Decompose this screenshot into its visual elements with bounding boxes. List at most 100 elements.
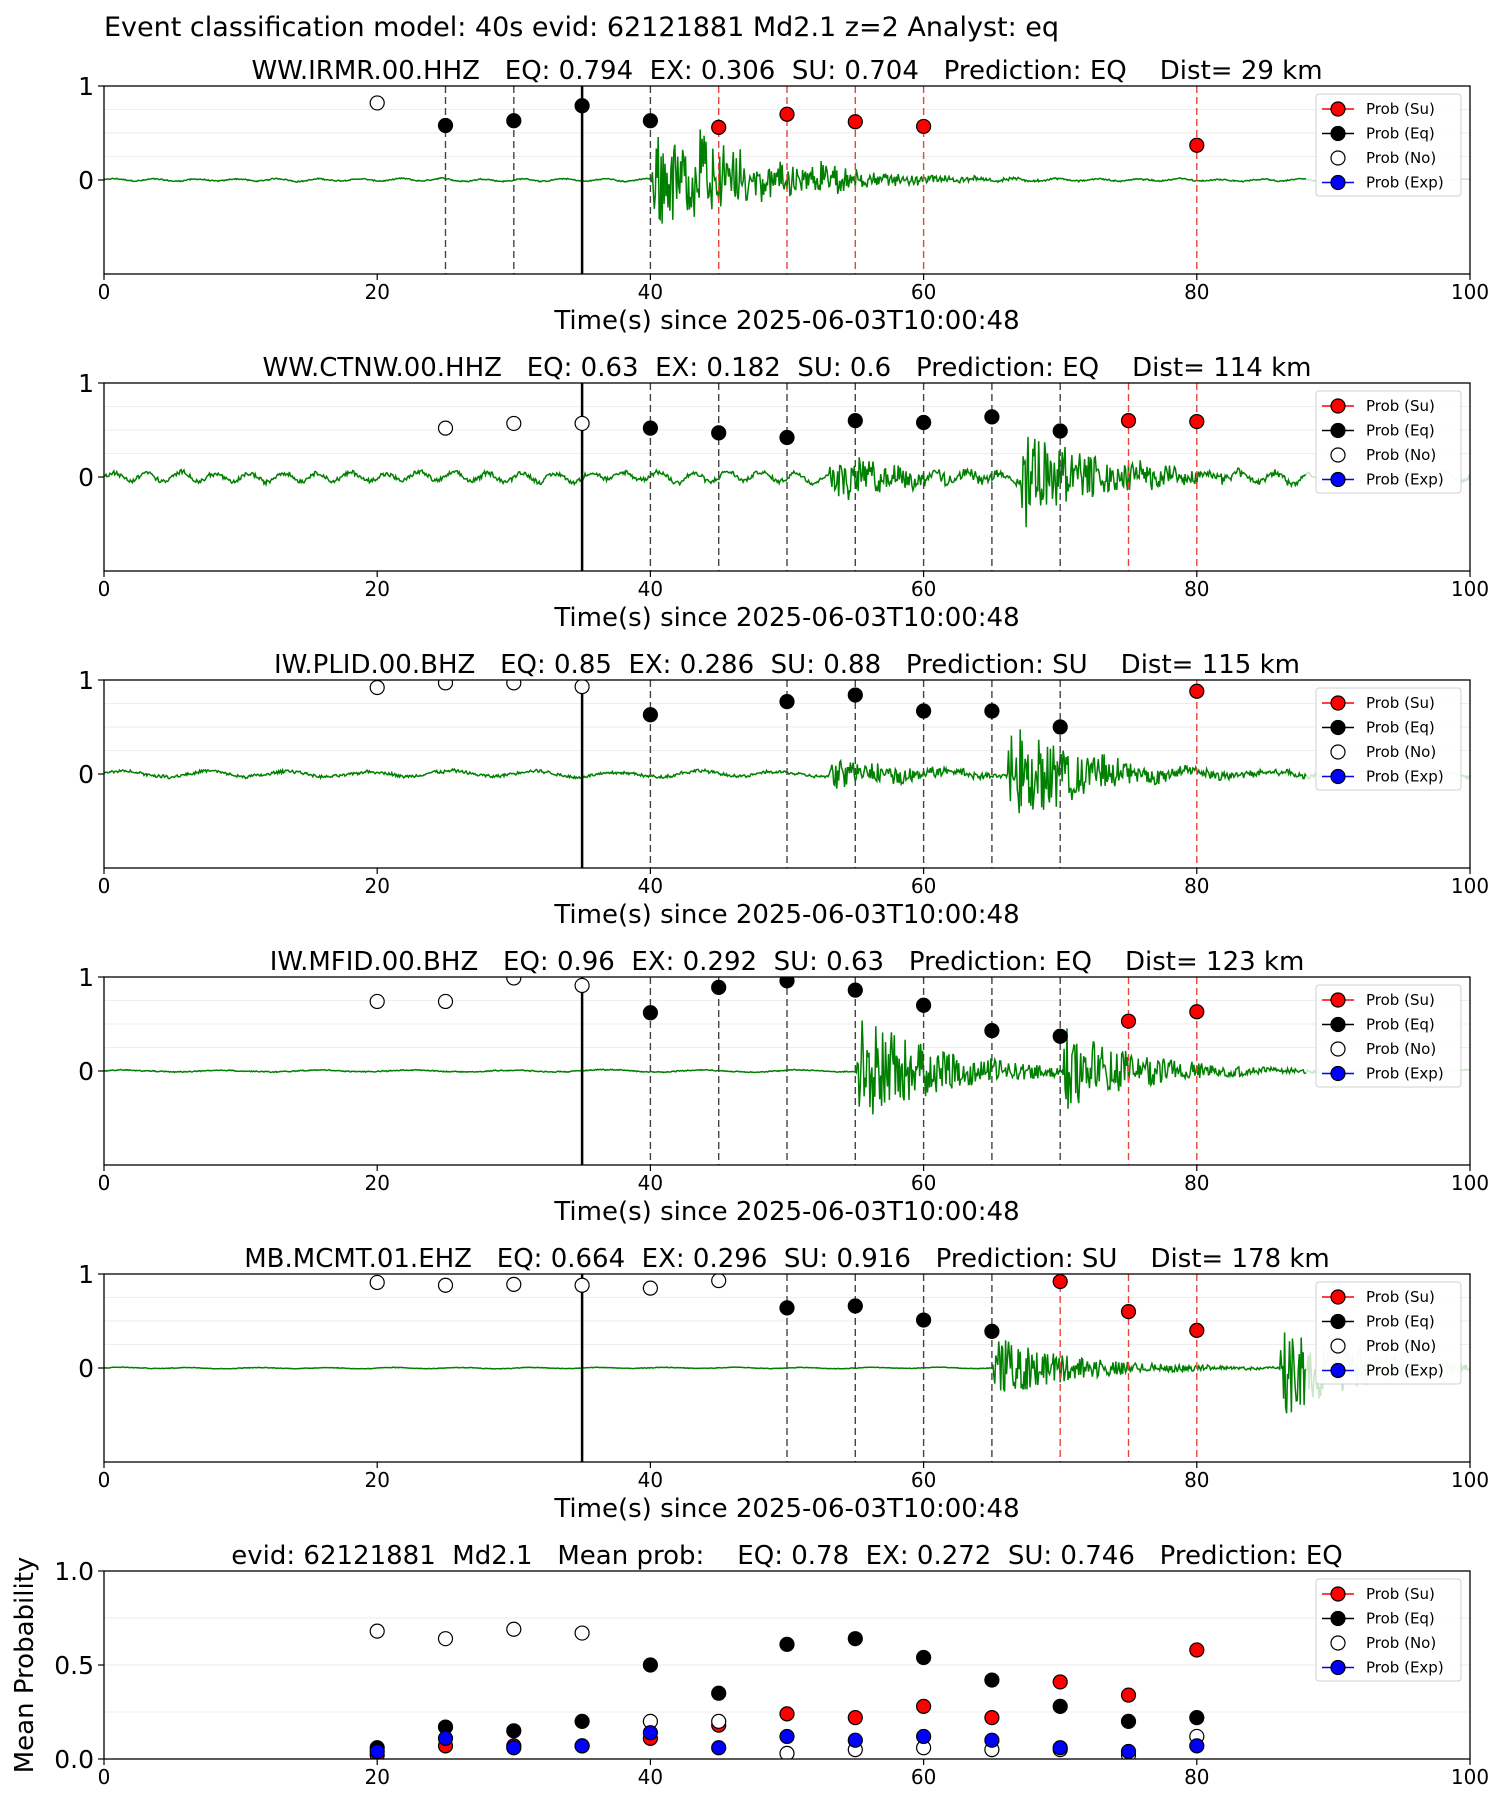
waveform-trace — [104, 729, 1307, 814]
mean-prob-point-exp — [847, 1732, 863, 1748]
y-tick-label: 0.5 — [54, 1651, 94, 1680]
x-tick-label: 40 — [638, 577, 663, 601]
y-tick-label: 1 — [78, 963, 94, 992]
x-tick-label: 0 — [98, 280, 111, 304]
x-axis-label: Time(s) since 2025-06-03T10:00:48 — [553, 900, 1019, 930]
y-axis-label: Mean Probability — [10, 1557, 40, 1774]
y-tick-label: 0 — [78, 760, 94, 789]
y-tick-label: 1 — [78, 72, 94, 101]
legend-label: Prob (No) — [1366, 149, 1436, 167]
subplot-4: 0 20 40 60 80 100 0 1 IW.MFID.00.BHZ EQ: 0.96 EX… — [78, 947, 1489, 1227]
prob-point-su — [915, 118, 932, 135]
prob-point-no — [369, 95, 385, 111]
x-axis-label: Time(s) since 2025-06-03T10:00:48 — [553, 603, 1019, 633]
legend-label: Prob (Exp) — [1366, 471, 1444, 489]
legend-marker-no — [1330, 447, 1346, 463]
mean-prob-point-eq — [574, 1713, 590, 1730]
prob-point-eq — [915, 414, 932, 431]
plot-area — [369, 1621, 1205, 1759]
legend-marker-su — [1330, 695, 1346, 711]
prob-point-no — [711, 1274, 727, 1289]
mean-prob-point-exp — [437, 1730, 454, 1746]
legend-label: Prob (No) — [1366, 1337, 1436, 1355]
x-tick-label: 60 — [911, 1468, 936, 1492]
legend-label: Prob (Su) — [1366, 1288, 1435, 1306]
plot-area — [104, 977, 1470, 1165]
legend-frame — [1315, 390, 1462, 494]
prob-point-eq — [984, 1022, 1000, 1039]
x-axis-label: Time(s) since 2025-06-03T10:00:48 — [553, 1494, 1019, 1524]
legend-label: Prob (Eq) — [1366, 125, 1435, 143]
subplot-title: MB.MCMT.01.EHZ EQ: 0.664 EX: 0.296 SU: 0… — [244, 1244, 1330, 1274]
x-tick-label: 100 — [1451, 577, 1489, 601]
mean-prob-point-exp — [574, 1738, 590, 1754]
prob-point-no — [574, 680, 590, 695]
subplot-title: IW.MFID.00.BHZ EQ: 0.96 EX: 0.292 SU: 0.… — [270, 947, 1305, 977]
subplot-title: IW.PLID.00.BHZ EQ: 0.85 EX: 0.286 SU: 0.… — [274, 650, 1300, 680]
legend-label: Prob (Su) — [1366, 991, 1435, 1009]
legend-label: Prob (Su) — [1366, 100, 1435, 118]
prob-point-no — [506, 1276, 522, 1292]
x-tick-label: 80 — [1184, 577, 1209, 601]
mean-prob-point-eq — [984, 1672, 1000, 1688]
x-tick-label: 0 — [98, 1468, 111, 1492]
prob-point-eq — [984, 703, 1000, 719]
prob-point-eq — [779, 977, 795, 989]
mean-prob-point-no — [779, 1745, 795, 1759]
x-tick-label: 100 — [1451, 1171, 1489, 1195]
legend-marker-no — [1330, 150, 1346, 166]
prob-point-eq — [437, 117, 454, 134]
legend-label: Prob (No) — [1366, 446, 1436, 464]
legend-frame — [1315, 1578, 1462, 1682]
legend-marker-eq — [1330, 719, 1346, 736]
x-axis-label: Time(s) since 2025-06-03T10:00:48 — [553, 1197, 1019, 1227]
plot-area — [104, 680, 1470, 868]
legend-label: Prob (Eq) — [1366, 422, 1435, 440]
legend-marker-eq — [1330, 1610, 1346, 1627]
prob-point-no — [574, 415, 590, 432]
prob-point-eq — [1052, 1028, 1068, 1044]
prob-point-eq — [1052, 719, 1068, 735]
legend-label: Prob (Exp) — [1366, 1659, 1444, 1677]
x-tick-label: 20 — [364, 1171, 389, 1195]
legend-frame — [1315, 1281, 1462, 1385]
legend-marker-su — [1330, 992, 1346, 1008]
legend-label: Prob (No) — [1366, 743, 1436, 761]
x-tick-label: 0 — [98, 1171, 111, 1195]
mean-prob-point-exp — [1052, 1740, 1068, 1756]
legend-label: Prob (Eq) — [1366, 719, 1435, 737]
mean-prob-point-su — [1052, 1674, 1068, 1690]
waveform-trace — [104, 436, 1307, 528]
y-tick-label: 0 — [78, 1354, 94, 1383]
legend-marker-su — [1330, 1289, 1346, 1305]
prob-point-eq — [506, 113, 522, 129]
mean-prob-point-exp — [369, 1743, 385, 1759]
legend-marker-exp — [1330, 471, 1346, 488]
plot-area — [104, 86, 1470, 274]
legend: Prob (Su) Prob (Eq) Prob (No) Prob (Exp) — [1315, 390, 1462, 494]
legend-label: Prob (Eq) — [1366, 1610, 1435, 1628]
legend: Prob (Su) Prob (Eq) Prob (No) Prob (Exp) — [1315, 687, 1462, 791]
legend-frame — [1315, 93, 1462, 197]
prob-point-eq — [847, 982, 863, 998]
subplot-1: 0 20 40 60 80 100 0 1 WW.IRMR.00.HHZ EQ: 0.794 E… — [78, 56, 1489, 336]
legend-marker-exp — [1330, 1065, 1346, 1082]
prob-point-eq — [642, 707, 659, 723]
y-tick-label: 0.0 — [54, 1745, 94, 1774]
plot-area — [104, 1274, 1470, 1462]
prob-point-no — [642, 1280, 659, 1296]
x-tick-label: 40 — [638, 874, 663, 898]
waveform-trace — [104, 1332, 1307, 1414]
legend-marker-eq — [1330, 125, 1346, 142]
y-tick-label: 0 — [78, 166, 94, 195]
x-tick-label: 20 — [364, 874, 389, 898]
mean-prob-point-eq — [1120, 1713, 1137, 1730]
prob-point-eq — [574, 98, 590, 114]
legend-marker-exp — [1330, 174, 1346, 191]
prob-point-eq — [1052, 423, 1068, 439]
x-tick-label: 80 — [1184, 1171, 1209, 1195]
mean-prob-point-no — [711, 1713, 727, 1730]
legend-marker-no — [1330, 1635, 1346, 1651]
prob-point-su — [1052, 1274, 1068, 1290]
waveform-trace — [104, 1020, 1307, 1115]
